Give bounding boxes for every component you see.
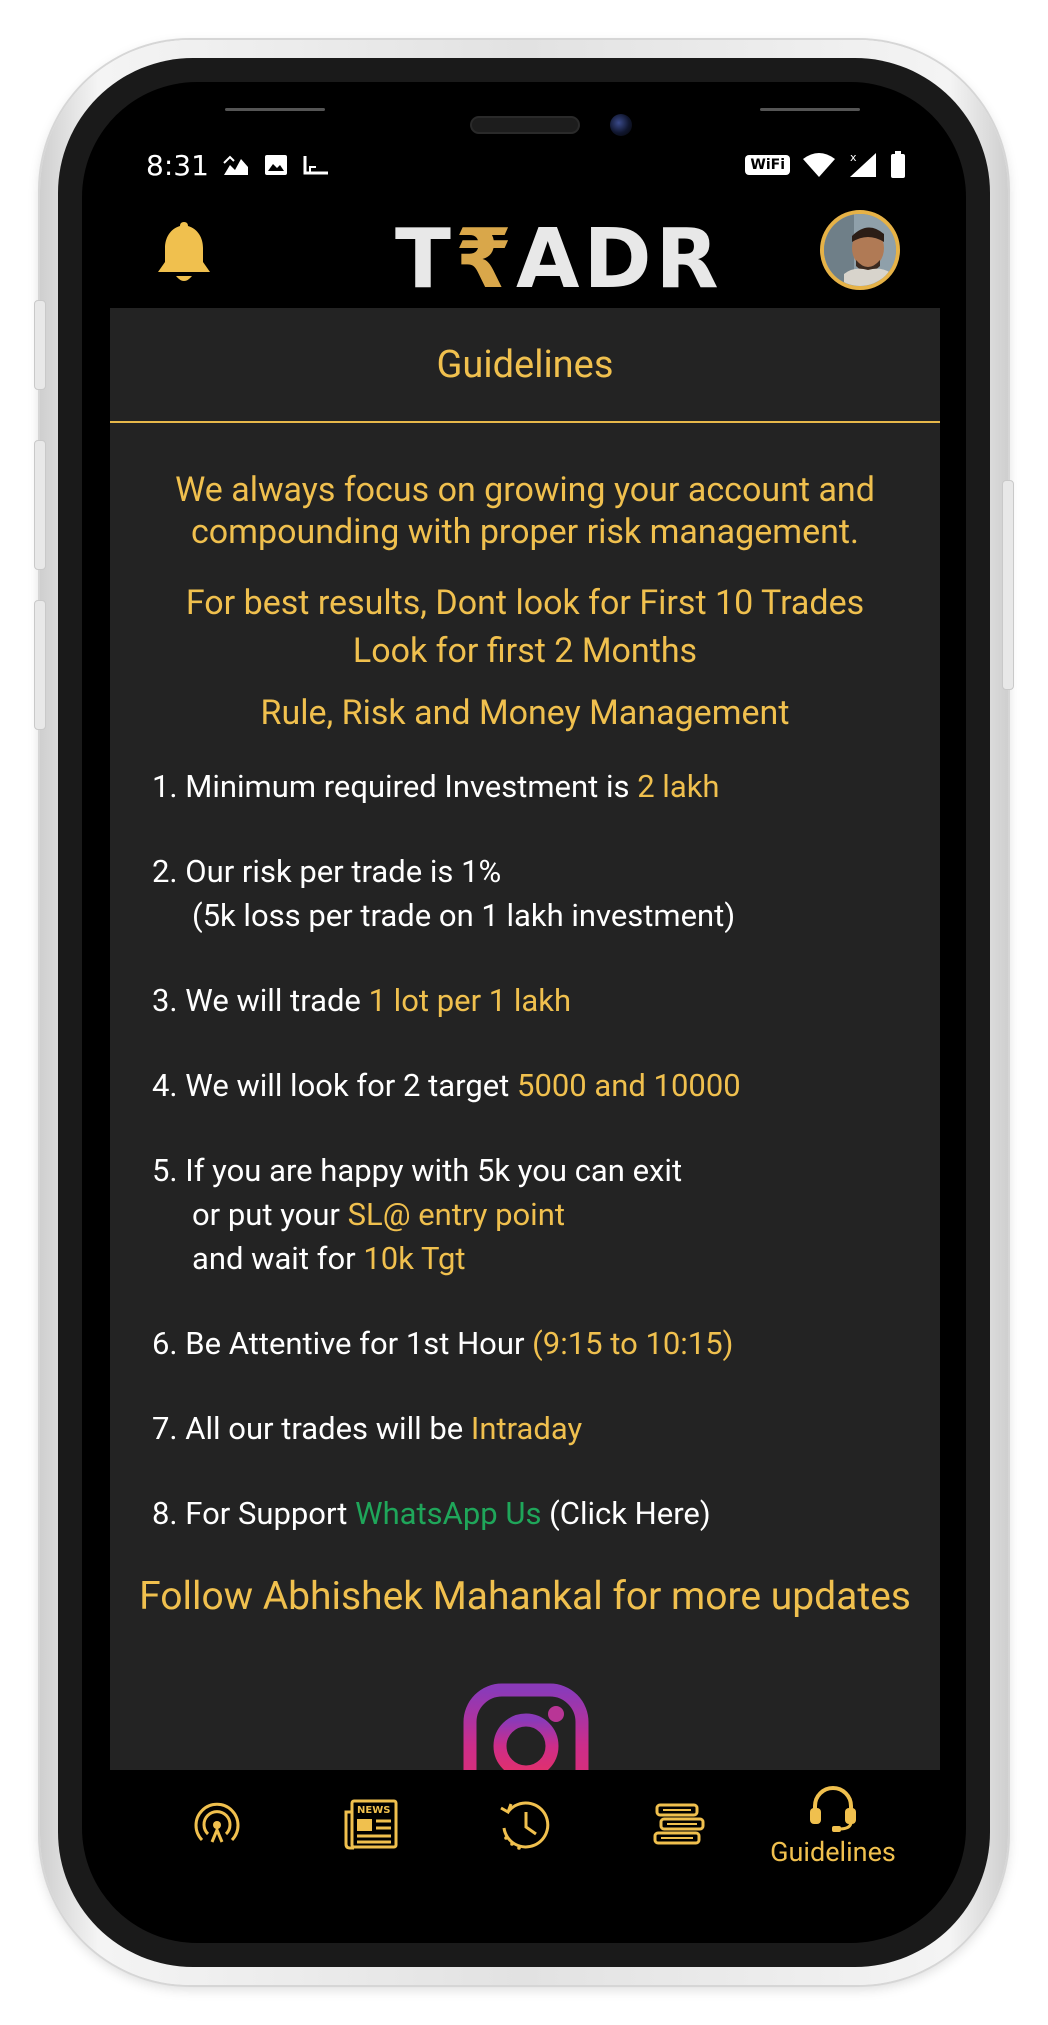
best-results-line1: For best results, Dont look for First 10… [185,583,865,623]
rule-5-line3-highlight: 10k Tgt [363,1240,466,1277]
status-time: 8:31 [146,149,209,182]
nav-item-history[interactable] [460,1798,590,1852]
best-results-text: For best results, Dont look for First 10… [110,579,940,675]
rule-3-text: 3. We will trade [152,982,369,1019]
rule-6-highlight: (9:15 to 10:15) [532,1325,734,1362]
image-notification-icon [265,155,287,175]
phone-antenna-left [225,108,325,111]
nav-label-guidelines: Guidelines [770,1836,896,1868]
nav-item-live[interactable] [152,1798,282,1852]
intro-text: We always focus on growing your account … [175,470,875,552]
rule-3-highlight: 1 lot per 1 lakh [368,982,572,1019]
guidelines-content: Guidelines We always focus on growing yo… [110,308,940,1770]
nav-item-news[interactable]: NEWS [306,1798,436,1852]
rule-6-text: 6. Be Attentive for 1st Hour [152,1325,533,1362]
news-icon-label: NEWS [357,1805,390,1816]
profile-avatar[interactable] [820,210,900,290]
rule-7-highlight: Intraday [470,1410,583,1447]
rule-2-line1: 2. Our risk per trade is 1% [152,853,502,890]
phone-silent-switch [34,300,46,390]
rule-5-line2-text: or put your [192,1196,348,1233]
cellular-signal-icon: x [850,151,876,177]
follow-text: Follow Abhishek Mahankal for more update… [139,1573,911,1619]
status-bar: 8:31 WiFi x [146,145,906,185]
wifi-calling-badge: WiFi [745,155,790,175]
whatsapp-link[interactable]: WhatsApp Us [355,1495,542,1532]
rule-7-text: 7. All our trades will be [152,1410,471,1447]
phone-power-button [1002,480,1014,690]
app-logo: T₹ADR [395,212,723,307]
svg-text:x: x [850,151,857,164]
phone-volume-up [34,440,46,570]
news-icon: NEWS [344,1799,398,1850]
rules-section-heading: Rule, Risk and Money Management [260,693,790,733]
instagram-icon[interactable] [463,1683,589,1770]
logo-text-suffix: ADR [516,212,723,307]
best-results-line2: Look for first 2 Months [352,631,698,671]
chart-notification-icon [223,155,248,175]
rule-1: 1. Minimum required Investment is 2 lakh [152,765,940,809]
phone-volume-down [34,600,46,730]
rules-list: 1. Minimum required Investment is 2 lakh… [110,765,940,1536]
logo-text-prefix: T [395,212,455,307]
rule-1-text: 1. Minimum required Investment is [152,768,638,805]
shoe-notification-icon [303,156,328,175]
rule-4: 4. We will look for 2 target 5000 and 10… [152,1064,940,1108]
headset-icon [810,1786,856,1832]
bottom-navigation: NEWS [110,1770,940,1880]
avatar-image [824,214,896,286]
rule-2: 2. Our risk per trade is 1% (5k loss per… [152,850,940,938]
status-left-icons [222,153,330,177]
rule-5-line1: 5. If you are happy with 5k you can exit [152,1152,683,1189]
rule-8-text: 8. For Support [152,1495,356,1532]
status-right-icons: WiFi x [745,151,906,179]
history-icon [500,1801,550,1850]
rule-1-highlight: 2 lakh [637,768,720,805]
books-icon [653,1803,705,1845]
phone-antenna-right [760,108,860,111]
phone-speaker [470,116,580,134]
app-header: T₹ADR [110,200,940,308]
rule-4-highlight: 5000 and 10000 [517,1067,741,1104]
rule-8-click-here[interactable]: (Click Here) [541,1495,711,1532]
rule-5-line3: and wait for 10k Tgt [152,1237,940,1281]
rule-5-line2: or put your SL@ entry point [152,1193,940,1237]
wifi-icon [803,153,835,177]
notification-bell-icon[interactable] [154,218,214,288]
broadcast-icon [194,1802,240,1843]
page-title: Guidelines [110,308,940,423]
rule-4-text: 4. We will look for 2 target [152,1067,518,1104]
rule-3: 3. We will trade 1 lot per 1 lakh [152,979,940,1023]
rule-6: 6. Be Attentive for 1st Hour (9:15 to 10… [152,1322,940,1366]
nav-item-courses[interactable] [614,1801,744,1849]
nav-item-guidelines[interactable]: Guidelines [768,1782,898,1868]
rule-7: 7. All our trades will be Intraday [152,1407,940,1451]
rule-8: 8. For Support WhatsApp Us (Click Here) [152,1492,940,1536]
logo-rupee-symbol: ₹ [454,212,516,307]
battery-icon [891,151,905,178]
phone-front-camera [610,114,632,136]
rule-5: 5. If you are happy with 5k you can exit… [152,1149,940,1281]
rule-2-line2: (5k loss per trade on 1 lakh investment) [192,897,736,934]
rule-5-line2-highlight: SL@ entry point [347,1196,565,1233]
rule-5-line3-text: and wait for [192,1240,364,1277]
